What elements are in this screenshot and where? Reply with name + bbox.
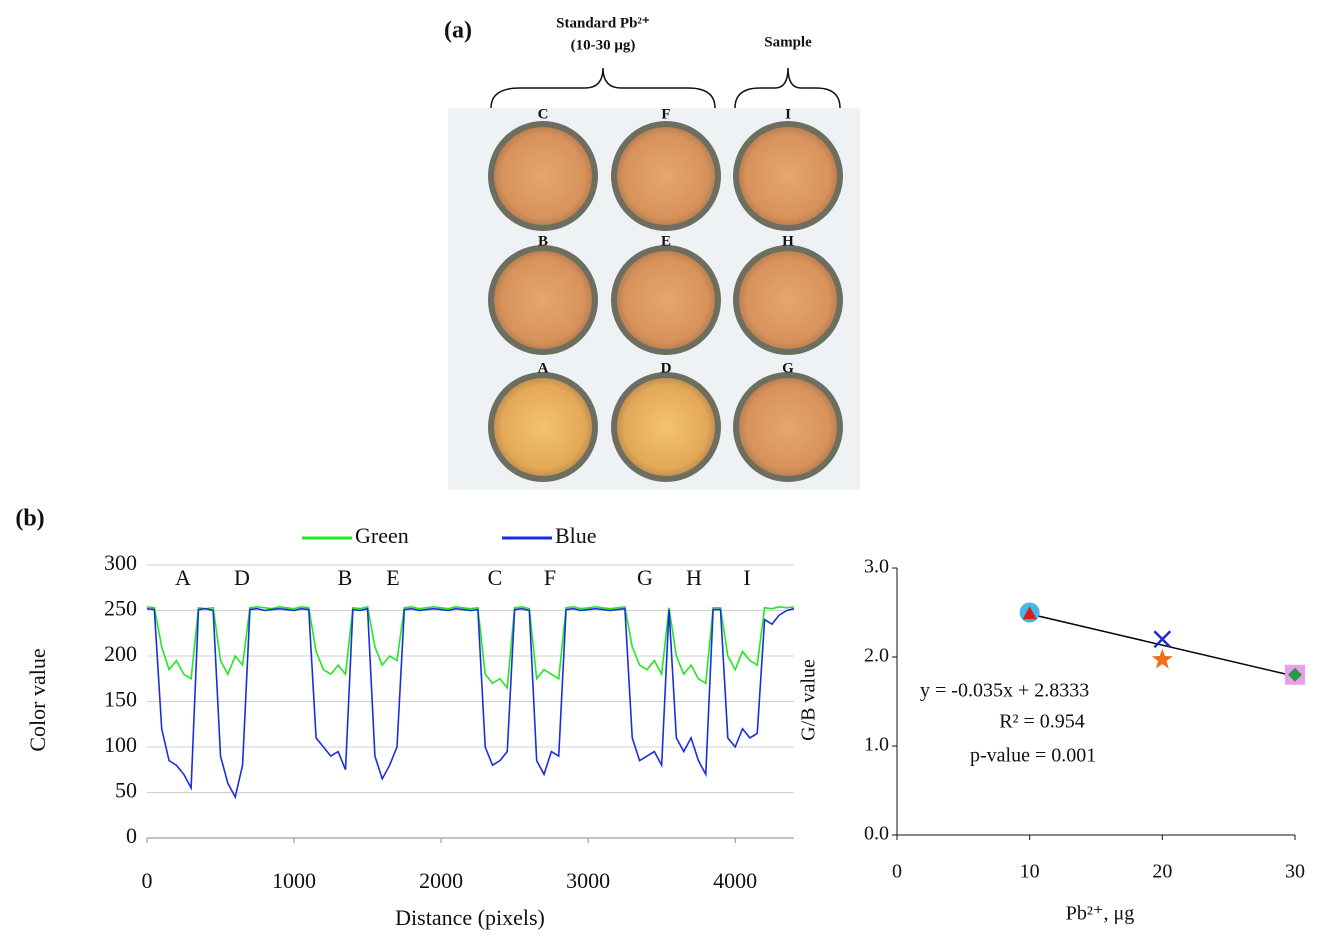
x-tick-label: 3000 xyxy=(566,868,610,893)
legend-label: Blue xyxy=(555,523,597,548)
y-tick-label: 0 xyxy=(126,823,137,848)
x-tick-label: 30 xyxy=(1285,861,1305,883)
x-axis-label: Distance (pixels) xyxy=(395,905,545,930)
wells xyxy=(488,121,843,482)
y-tick-label: 50 xyxy=(115,778,137,803)
well-label: E xyxy=(661,233,671,249)
x-axis-label: Pb²⁺, μg xyxy=(1066,903,1134,925)
peak-label: G xyxy=(637,565,653,590)
y-axis-label: Color value xyxy=(25,648,50,751)
group-title: Standard Pb²⁺ xyxy=(556,15,650,31)
point xyxy=(1022,606,1037,620)
peak-label: B xyxy=(338,565,353,590)
x-tick-label: 1000 xyxy=(272,868,316,893)
peak-label: H xyxy=(686,565,702,590)
panel-label: (a) xyxy=(444,18,472,44)
brace xyxy=(734,67,841,109)
peak-label: C xyxy=(488,565,503,590)
y-tick-label: 0.0 xyxy=(864,823,889,845)
y-tick-label: 2.0 xyxy=(864,645,889,667)
x-tick-label: 0 xyxy=(142,868,153,893)
y-tick-label: 250 xyxy=(104,596,137,621)
x-tick-label: 2000 xyxy=(419,868,463,893)
well-label: H xyxy=(782,233,794,249)
y-tick-label: 300 xyxy=(104,550,137,575)
well-label: F xyxy=(661,106,670,122)
x-tick-label: 20 xyxy=(1152,861,1172,883)
well-label: A xyxy=(538,360,549,376)
peak-label: D xyxy=(234,565,250,590)
annotation: y = -0.035x + 2.8333 xyxy=(920,680,1089,702)
peak-label: I xyxy=(743,565,750,590)
peak-label: F xyxy=(544,565,556,590)
well-label: B xyxy=(538,233,548,249)
point xyxy=(1288,667,1302,682)
well-label: C xyxy=(538,106,549,122)
y-tick-label: 1.0 xyxy=(864,734,889,756)
group-title: Sample xyxy=(764,34,812,50)
y-tick-label: 150 xyxy=(104,687,137,712)
annotation: R² = 0.954 xyxy=(999,711,1085,733)
x-tick-label: 10 xyxy=(1020,861,1040,883)
y-axis-label: G/B value xyxy=(798,659,820,741)
y-tick-label: 3.0 xyxy=(864,556,889,578)
panel-label: (b) xyxy=(15,506,44,532)
series-line xyxy=(146,607,795,800)
trendline xyxy=(1029,613,1296,678)
well-label: D xyxy=(661,360,672,376)
x-tick-label: 4000 xyxy=(713,868,757,893)
peak-label: E xyxy=(386,565,399,590)
annotation: p-value = 0.001 xyxy=(970,745,1096,767)
point xyxy=(1151,648,1173,669)
peak-label: A xyxy=(175,565,191,590)
point xyxy=(1153,630,1172,649)
well-label: I xyxy=(785,106,791,122)
well-label: G xyxy=(782,360,794,376)
x-tick-label: 0 xyxy=(892,861,902,883)
legend-label: Green xyxy=(355,523,409,548)
series-line xyxy=(146,605,795,690)
group-subtitle: (10-30 μg) xyxy=(571,37,636,53)
y-tick-label: 100 xyxy=(104,732,137,757)
y-tick-label: 200 xyxy=(104,641,137,666)
brace xyxy=(490,67,716,109)
